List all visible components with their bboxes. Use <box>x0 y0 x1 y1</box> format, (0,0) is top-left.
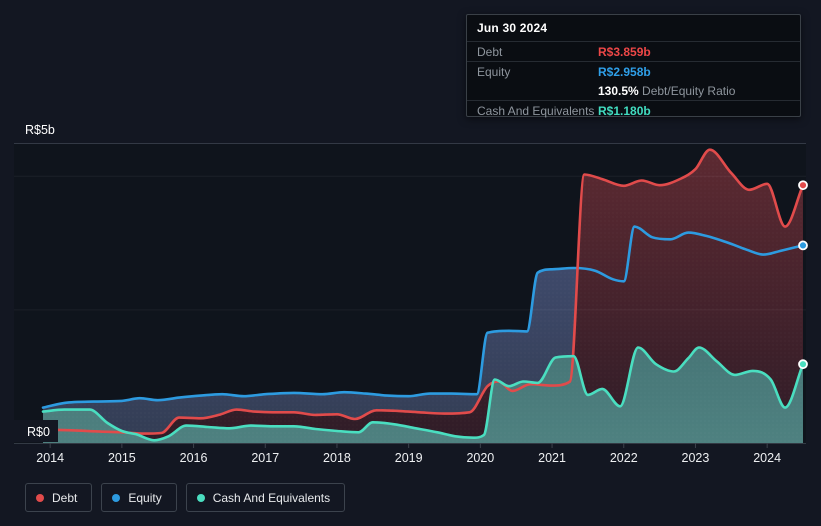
debt-line <box>41 148 805 435</box>
equity-end-dot[interactable] <box>798 240 808 251</box>
tooltip-equity-label: Equity <box>477 64 511 79</box>
x-tick-label-2016: 2016 <box>180 451 208 465</box>
x-tick-label-2019: 2019 <box>395 451 423 465</box>
x-tick-label-2024: 2024 <box>753 451 781 465</box>
tooltip-row-ratio: 130.5% Debt/Equity Ratio <box>467 81 800 101</box>
y-axis-max-label: R$5b <box>25 123 55 137</box>
y-axis-zero-label: R$0 <box>27 425 50 439</box>
x-tick-label-2020: 2020 <box>466 451 494 465</box>
x-tick-label-2017: 2017 <box>251 451 279 465</box>
equity-line <box>41 225 805 409</box>
x-tick-label-2023: 2023 <box>682 451 710 465</box>
legend-item-debt[interactable]: Debt <box>25 483 93 512</box>
y-axis-zero-label-bg <box>14 420 58 442</box>
chart-tooltip: Jun 30 2024 Debt R$3.859b Equity R$2.958… <box>466 14 801 120</box>
tooltip-debt-value: R$3.859b <box>598 44 651 59</box>
tooltip-ratio-value: 130.5% <box>598 83 639 98</box>
cash-dot-icon <box>196 493 205 502</box>
tooltip-cash-label: Cash And Equivalents <box>477 103 595 118</box>
tooltip-equity-value: R$2.958b <box>598 64 651 79</box>
tooltip-row-debt: Debt R$3.859b <box>467 42 800 62</box>
x-tick-label-2018: 2018 <box>323 451 351 465</box>
cash-and-equivalents-end-dot[interactable] <box>798 359 808 370</box>
tooltip-row-equity: Equity R$2.958b <box>467 62 800 81</box>
tooltip-date: Jun 30 2024 <box>467 15 800 42</box>
tooltip-ratio-suffix: Debt/Equity Ratio <box>642 83 736 98</box>
legend-item-equity[interactable]: Equity <box>101 483 177 512</box>
tooltip-cash-value: R$1.180b <box>598 103 651 118</box>
y-axis-max-label-bg <box>14 118 60 138</box>
chart-legend: Debt Equity Cash And Equivalents <box>25 483 346 512</box>
x-tick-label-2015: 2015 <box>108 451 136 465</box>
tooltip-debt-label: Debt <box>477 44 503 59</box>
legend-item-cash[interactable]: Cash And Equivalents <box>185 483 346 512</box>
legend-cash-label: Cash And Equivalents <box>212 490 331 505</box>
debt-area-texture <box>43 149 803 443</box>
debt-equity-history-chart[interactable]: 2014 2015 2016 2017 2018 2019 2020 2021 2022 2023… <box>0 0 821 478</box>
debt-end-dot[interactable] <box>798 180 808 191</box>
debt-dot-icon <box>36 493 44 502</box>
legend-equity-label: Equity <box>128 490 162 505</box>
x-tick-label-2014: 2014 <box>36 451 64 465</box>
x-tick-label-2021: 2021 <box>538 451 566 465</box>
x-tick-label-2022: 2022 <box>610 451 638 465</box>
cash-and-equivalents-area-texture <box>43 347 803 443</box>
equity-dot-icon <box>112 493 121 502</box>
legend-debt-label: Debt <box>52 490 78 505</box>
cash-and-equivalents-line <box>41 346 805 442</box>
tooltip-row-cash: Cash And Equivalents R$1.180b <box>467 101 800 120</box>
